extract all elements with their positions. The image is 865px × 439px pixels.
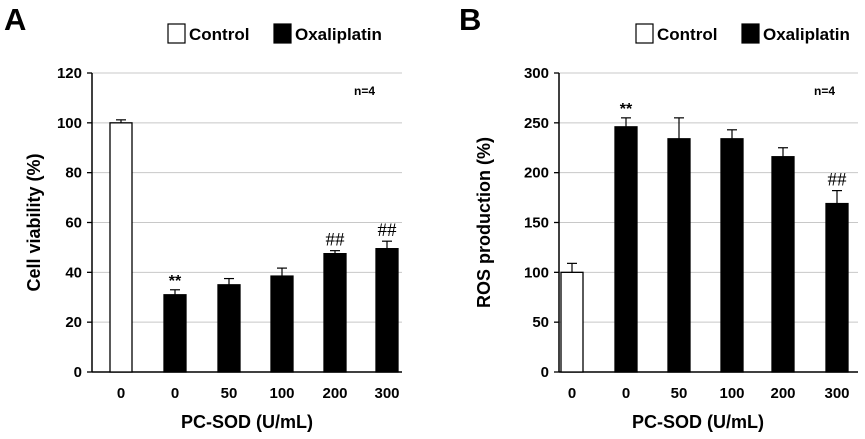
- chart-panel-a: A Control Oxaliplatin 0 20 40 60 80 100 120 n=4 0 **…: [4, 2, 402, 432]
- x-tick-label: 300: [374, 385, 399, 402]
- x-tick-label: 0: [568, 385, 576, 402]
- significance-marker-star: **: [620, 101, 633, 118]
- bar-oxaliplatin-5: [375, 248, 399, 373]
- x-tick-label: 300: [824, 385, 849, 402]
- y-axis-title: ROS production (%): [474, 137, 494, 308]
- x-axis-title: PC-SOD (U/mL): [632, 412, 764, 432]
- y-tick-label: 20: [65, 314, 82, 331]
- x-tick-label: 0: [622, 385, 630, 402]
- y-tick-label: 150: [524, 215, 549, 232]
- y-tick-label: 50: [532, 314, 549, 331]
- x-tick-label: 0: [171, 385, 179, 402]
- y-tick-label: 250: [524, 115, 549, 132]
- legend-swatch-oxaliplatin: [741, 23, 760, 44]
- y-axis-title: Cell viability (%): [24, 153, 44, 291]
- significance-marker-hash: ##: [828, 170, 848, 191]
- x-tick-label: 100: [719, 385, 744, 402]
- x-tick-label: 100: [269, 385, 294, 402]
- panel-letter: B: [459, 2, 481, 37]
- y-tick-label: 40: [65, 264, 82, 281]
- chart-panel-b: B Control Oxaliplatin 0 50 100 150 200 250 300 n=4…: [459, 2, 858, 432]
- legend-swatch-control: [167, 23, 186, 44]
- bar-oxaliplatin-4: [771, 156, 795, 373]
- bar-oxaliplatin-2: [667, 138, 691, 373]
- n-label: n=4: [354, 84, 375, 98]
- bar-oxaliplatin-1: [614, 126, 638, 373]
- x-tick-label: 200: [770, 385, 795, 402]
- bar-control-0: [109, 122, 133, 373]
- legend-label-oxaliplatin: Oxaliplatin: [295, 25, 382, 44]
- legend-swatch-oxaliplatin: [273, 23, 292, 44]
- bar-oxaliplatin-2: [217, 284, 241, 373]
- y-tick-label: 200: [524, 165, 549, 182]
- panel-letter: A: [4, 2, 26, 37]
- y-tick-label: 100: [524, 264, 549, 281]
- significance-marker-star: **: [169, 273, 182, 290]
- bar-control-0: [560, 271, 584, 373]
- y-tick-label: 100: [57, 115, 82, 132]
- x-tick-label: 50: [671, 385, 688, 402]
- x-axis-title: PC-SOD (U/mL): [181, 412, 313, 432]
- significance-marker-hash: ##: [378, 220, 398, 241]
- legend-label-oxaliplatin: Oxaliplatin: [763, 25, 850, 44]
- y-tick-label: 0: [74, 364, 82, 381]
- bar-oxaliplatin-1: [163, 294, 187, 373]
- y-tick-label: 0: [541, 364, 549, 381]
- bar-oxaliplatin-5: [825, 202, 849, 373]
- y-tick-label: 120: [57, 65, 82, 82]
- n-label: n=4: [814, 84, 835, 98]
- legend-label-control: Control: [189, 25, 249, 44]
- legend-swatch-control: [635, 23, 654, 44]
- x-tick-label: 50: [221, 385, 238, 402]
- bar-oxaliplatin-3: [720, 138, 744, 373]
- significance-marker-hash: ##: [326, 230, 346, 251]
- y-tick-label: 80: [65, 165, 82, 182]
- legend-label-control: Control: [657, 25, 717, 44]
- y-tick-label: 60: [65, 215, 82, 232]
- bar-oxaliplatin-3: [270, 275, 294, 373]
- x-tick-label: 0: [117, 385, 125, 402]
- y-tick-label: 300: [524, 65, 549, 82]
- x-tick-label: 200: [322, 385, 347, 402]
- bar-oxaliplatin-4: [323, 252, 347, 373]
